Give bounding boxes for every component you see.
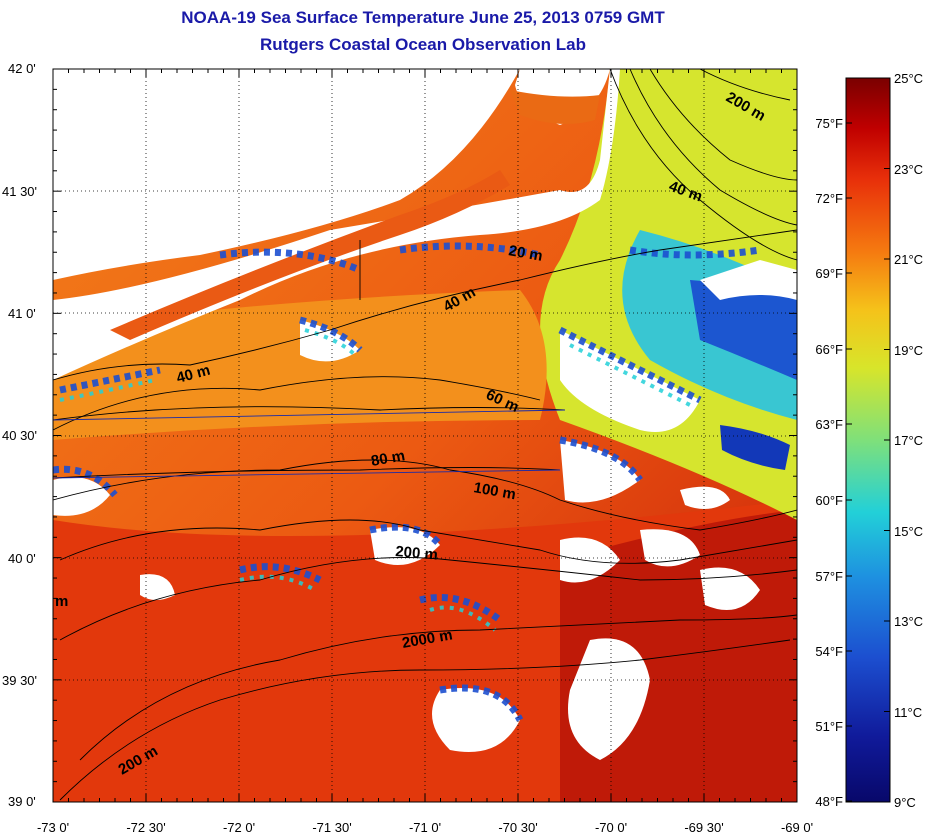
fahrenheit-label: 51°F (815, 719, 843, 734)
cloud-patch (432, 688, 520, 752)
cloud-patch (560, 440, 640, 503)
latitude-label: 42 0' (8, 61, 36, 76)
contour-line (79, 614, 797, 761)
longitude-label: -69 0' (781, 820, 813, 835)
longitude-label: -72 30' (126, 820, 165, 835)
graticule (53, 69, 797, 802)
contour-label: 20 m (507, 242, 544, 265)
celsius-label: 11°C (894, 705, 922, 720)
bathymetry-contours (53, 69, 797, 801)
contour-line (53, 467, 561, 479)
contour-line (53, 376, 541, 431)
longitude-label: -70 30' (498, 820, 537, 835)
longitude-labels: -73 0' -72 30' -72 0' -71 30' -71 0' -70… (37, 820, 813, 835)
fahrenheit-label: 57°F (815, 569, 843, 584)
transect-line (53, 409, 566, 421)
cloud-patch (640, 529, 700, 567)
map-ticks (52, 68, 798, 803)
latitude-label: 40 30' (2, 428, 37, 443)
latitude-label: 41 30' (2, 184, 37, 199)
fahrenheit-label: 75°F (815, 116, 843, 131)
celsius-label: 21°C (894, 252, 923, 267)
cloud-patch (300, 320, 360, 362)
land-nantucket (700, 260, 797, 300)
longitude-label: -69 30' (684, 820, 723, 835)
cloud-patch (140, 574, 175, 600)
latitude-label: 39 30' (2, 673, 37, 688)
celsius-label: 17°C (894, 433, 923, 448)
latitude-label: 40 0' (8, 551, 36, 566)
massachusetts-bay-water (510, 90, 600, 124)
contour-label: 80 m (370, 447, 407, 470)
fahrenheit-label: 72°F (815, 191, 843, 206)
latitude-labels: 42 0' 41 30' 41 0' 40 30' 40 0' 39 30' 3… (2, 61, 37, 809)
contour-line (629, 69, 797, 226)
contour-line (59, 557, 797, 641)
celsius-label: 19°C (894, 343, 923, 358)
contour-line (699, 69, 791, 101)
longitude-label: -70 0' (595, 820, 627, 835)
longitude-label: -71 0' (409, 820, 441, 835)
fahrenheit-label: 60°F (815, 493, 843, 508)
cloud-patch (53, 477, 110, 516)
shelf-water (53, 290, 547, 440)
fahrenheit-label: 69°F (815, 266, 843, 281)
longitude-label: -72 0' (223, 820, 255, 835)
land-connecticut-rhode-island (53, 69, 520, 280)
cloud-patch (560, 330, 700, 432)
colorbar-gradient (846, 78, 890, 802)
celsius-label: 25°C (894, 71, 923, 86)
celsius-label: 23°C (894, 162, 923, 177)
contour-line (53, 406, 566, 421)
latitude-label: 41 0' (8, 306, 36, 321)
cloud-patch (680, 486, 730, 509)
fahrenheit-label: 48°F (815, 794, 843, 809)
contour-line (649, 69, 797, 181)
transect-line (53, 469, 561, 479)
contour-line (609, 69, 797, 261)
cloud-edge-cold-pixels (53, 242, 761, 722)
cloud-edge-cool-pixels (59, 328, 691, 632)
celsius-label: 13°C (894, 614, 923, 629)
longitude-label: -73 0' (37, 820, 69, 835)
cloud-patch (370, 527, 440, 565)
contour-line (53, 459, 797, 531)
map-title: NOAA-19 Sea Surface Temperature June 25,… (181, 8, 665, 27)
fahrenheit-label: 66°F (815, 342, 843, 357)
contour-line (59, 519, 797, 564)
temperature-colorbar: 25°C 23°C 21°C 19°C 17°C 15°C 13°C 11°C … (815, 71, 923, 810)
coldest-shoals-water (690, 280, 797, 380)
contour-label: 200 m (395, 543, 439, 564)
celsius-label: 15°C (894, 524, 923, 539)
latitude-label: 39 0' (8, 794, 36, 809)
colorbar-ticks (846, 77, 890, 803)
map-subtitle: Rutgers Coastal Ocean Observation Lab (260, 35, 586, 54)
contour-line (53, 229, 797, 381)
celsius-label: 9°C (894, 795, 916, 810)
contour-line (59, 639, 791, 801)
contour-label: m (55, 593, 68, 610)
fahrenheit-label: 63°F (815, 417, 843, 432)
fahrenheit-label: 54°F (815, 644, 843, 659)
cloud-patch (568, 638, 650, 760)
sst-map-area: 200 m 40 m 20 m 40 m 40 m 60 m 80 m 100 … (53, 69, 797, 802)
longitude-label: -71 30' (312, 820, 351, 835)
cloud-patch (560, 537, 620, 583)
